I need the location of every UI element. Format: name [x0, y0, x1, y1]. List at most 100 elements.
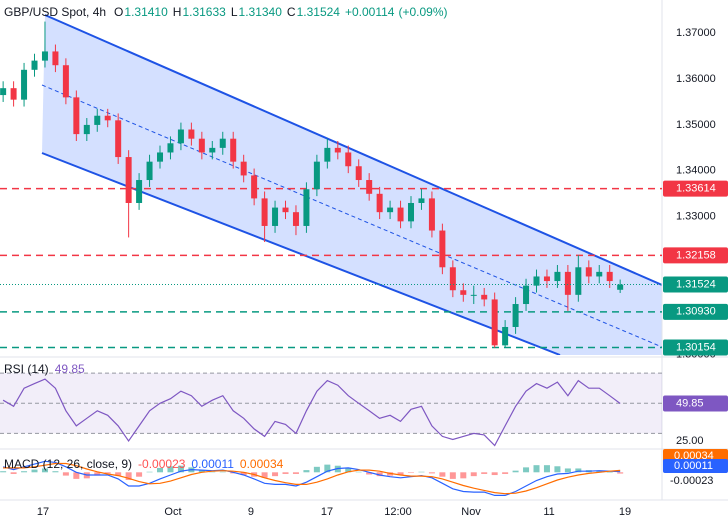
candle-body: [167, 143, 174, 153]
macd-legend-macd: 0.00011: [191, 457, 234, 471]
candle-body: [554, 271, 561, 282]
candle-body: [125, 157, 132, 203]
candle-body: [157, 152, 164, 162]
macd-histogram-bar: [481, 472, 488, 474]
candle-body: [292, 212, 299, 226]
candle-body: [10, 88, 17, 100]
x-tick-label: 12:00: [384, 506, 412, 518]
macd-histogram-bar: [376, 472, 383, 477]
macd-histogram-bar: [543, 465, 550, 473]
candle-body: [533, 276, 540, 286]
candle-body: [564, 271, 571, 295]
candle-body: [251, 175, 258, 199]
chart-title: GBP/USD Spot, 4h: [4, 5, 106, 19]
macd-legend-name: MACD (12, 26, close, 9): [4, 457, 132, 471]
candle-body: [198, 138, 205, 153]
current-price-label: 1.31524: [676, 278, 716, 290]
macd-histogram-bar: [606, 472, 613, 473]
macd-macd-line: [2, 460, 621, 496]
y-tick-label: 1.33000: [676, 211, 716, 223]
legend-value: 1.31340: [239, 5, 283, 19]
macd-histogram-bar: [303, 470, 310, 473]
candle-body: [512, 304, 519, 327]
x-tick-label: 19: [619, 506, 631, 518]
macd-histogram-bar: [575, 468, 582, 473]
macd-histogram-bar: [219, 471, 226, 473]
candle-body: [470, 294, 477, 296]
macd-histogram-bar: [355, 471, 362, 473]
macd-histogram-bar: [470, 472, 477, 477]
y-tick-label: 1.36000: [676, 73, 716, 85]
candle-body: [282, 207, 289, 213]
legend-value: 1.31633: [182, 5, 226, 19]
macd-histogram-bar: [136, 472, 143, 477]
legend: GBP/USD Spot, 4h O 1.31410 H 1.31633 L 1.31340…: [4, 5, 448, 471]
macd-histogram-bar: [261, 472, 268, 478]
macd-histogram-bar: [94, 472, 101, 476]
y-tick-label: 1.37000: [676, 27, 716, 39]
candle-body: [219, 138, 226, 148]
candle-body: [230, 138, 237, 162]
candle-body: [31, 60, 38, 70]
macd-histogram-bar: [554, 466, 561, 473]
x-tick-label: 11: [543, 506, 554, 518]
x-tick-label: 9: [248, 506, 254, 518]
macd-legend-histogram: -0.00023: [138, 457, 186, 471]
candle-body: [355, 166, 362, 181]
macd-histogram-bar: [460, 472, 467, 479]
macd-histogram-bar: [62, 472, 69, 476]
macd-macd-axis-label: 0.00011: [674, 460, 713, 472]
candle-body: [606, 271, 613, 282]
candle-body: [502, 326, 509, 346]
macd-histogram-bar: [104, 472, 111, 474]
macd-histogram-bar: [408, 472, 415, 473]
macd-histogram-bar: [428, 472, 435, 474]
rsi-legend-value: 49.85: [55, 362, 85, 376]
rsi-line: [2, 378, 621, 447]
level-label: 1.30154: [676, 341, 716, 353]
macd-histogram-bar: [240, 472, 247, 476]
macd-histogram-bar: [282, 472, 289, 474]
level-label-box: [663, 247, 728, 264]
macd-histogram-bar: [209, 471, 216, 473]
macd-histogram-bar: [345, 468, 352, 473]
level-label: 1.32158: [676, 249, 716, 261]
candle-body: [21, 69, 28, 100]
candle-body: [439, 230, 446, 268]
macd-histogram-bar: [21, 471, 28, 473]
candle-body: [418, 198, 425, 203]
candle-body: [585, 267, 592, 277]
macd-histogram-bar: [0, 471, 7, 473]
macd-histogram-bar: [125, 472, 132, 480]
candle-body: [52, 51, 59, 66]
y-tick-label: 1.35000: [676, 119, 716, 131]
candle-body: [272, 207, 279, 226]
candle-body: [523, 285, 530, 305]
x-tick-label: Oct: [164, 506, 181, 518]
macd-histogram-bar: [418, 471, 425, 473]
macd-histogram-bar: [157, 467, 164, 473]
candle-body: [491, 299, 498, 346]
macd-histogram-bar: [617, 472, 624, 474]
legend-value: 1.31524: [297, 5, 341, 19]
y-tick-label: 1.34000: [676, 165, 716, 177]
macd-histogram-bar: [10, 472, 17, 474]
channel-fill: [42, 15, 662, 355]
channel-upper: [44, 14, 662, 286]
x-tick-label: 17: [37, 506, 49, 518]
candle-body: [449, 267, 456, 291]
macd-histogram-bar: [272, 472, 279, 477]
candle-body: [73, 97, 80, 135]
candle-body: [146, 161, 153, 181]
candle-body: [303, 189, 310, 226]
level-label-box: [663, 339, 728, 356]
candle-body: [41, 51, 48, 61]
x-tick-label: 17: [321, 506, 333, 518]
legend-value: 1.31410: [124, 5, 168, 19]
rsi-value-label: 49.85: [676, 397, 704, 409]
plot-layer: 1.370001.360001.350001.340001.330001.300…: [0, 21, 728, 518]
candle-body: [62, 65, 69, 98]
legend-change-pct: (+0.09%): [398, 5, 447, 19]
candle-body: [376, 193, 383, 213]
